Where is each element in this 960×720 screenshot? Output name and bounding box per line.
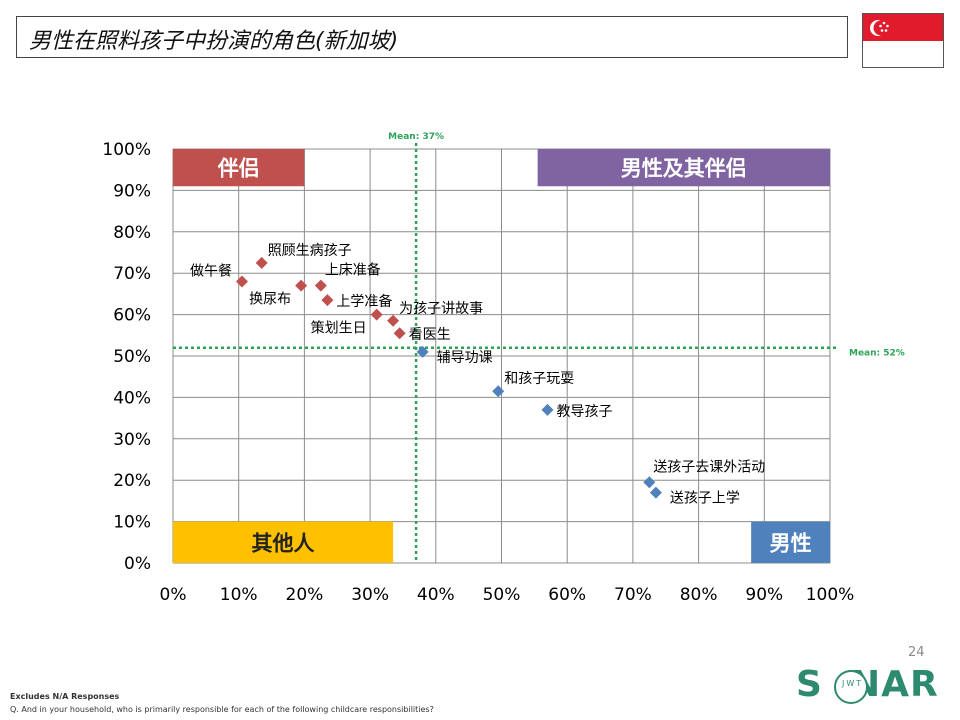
data-point-marker bbox=[649, 486, 662, 499]
quadrant-label: 男性及其伴侣 bbox=[621, 157, 747, 181]
y-tick-label: 60% bbox=[113, 306, 151, 326]
data-point-marker bbox=[321, 294, 334, 307]
x-tick-label: 90% bbox=[745, 585, 783, 605]
data-point-label: 为孩子讲故事 bbox=[399, 301, 483, 317]
data-point-label: 送孩子上学 bbox=[670, 491, 740, 507]
y-tick-label: 90% bbox=[113, 181, 151, 201]
data-point-marker bbox=[541, 403, 554, 416]
x-tick-label: 0% bbox=[160, 585, 187, 605]
x-tick-label: 60% bbox=[548, 585, 586, 605]
quadrant-label: 其他人 bbox=[252, 531, 315, 555]
data-point-label: 和孩子玩耍 bbox=[504, 371, 574, 387]
quadrant-label: 男性 bbox=[770, 531, 812, 555]
data-point-label: 换尿布 bbox=[249, 291, 291, 308]
x-tick-label: 70% bbox=[614, 585, 652, 605]
data-point-marker bbox=[492, 385, 505, 398]
y-tick-label: 80% bbox=[113, 223, 151, 243]
quadrant-box bbox=[537, 149, 830, 187]
data-point-label: 送孩子去课外活动 bbox=[653, 459, 765, 475]
crescent-stars-icon bbox=[870, 20, 889, 36]
page-title: 男性在照料孩子中扮演的角色(新加坡) bbox=[29, 29, 399, 54]
flag-white-band bbox=[863, 40, 943, 67]
singapore-flag bbox=[862, 13, 944, 68]
mean-x-label: Mean: 37% bbox=[388, 132, 444, 142]
data-point-label: 上学准备 bbox=[336, 293, 392, 310]
data-point-label: 上床准备 bbox=[325, 262, 381, 279]
x-tick-label: 40% bbox=[417, 585, 455, 605]
data-point-marker bbox=[416, 345, 429, 358]
footnote-question: Q. And in your household, who is primari… bbox=[10, 705, 434, 714]
data-point-marker bbox=[393, 327, 406, 340]
data-point-label: 辅导功课 bbox=[437, 350, 493, 366]
y-tick-label: 0% bbox=[124, 554, 151, 574]
y-tick-label: 40% bbox=[113, 388, 151, 408]
footnote-exclusion: Excludes N/A Responses bbox=[10, 692, 120, 701]
quadrant-box bbox=[173, 521, 394, 563]
data-point-label: 教导孩子 bbox=[556, 404, 612, 420]
quadrant-box bbox=[751, 521, 830, 563]
logo-sub: JWT bbox=[842, 679, 864, 688]
data-point-label: 照顾生病孩子 bbox=[268, 243, 352, 259]
data-point-label: 看医生 bbox=[409, 327, 451, 343]
data-point-marker bbox=[314, 279, 327, 292]
y-tick-label: 100% bbox=[102, 140, 151, 160]
y-tick-label: 70% bbox=[113, 264, 151, 284]
data-point-marker bbox=[255, 256, 268, 269]
data-point-marker bbox=[370, 308, 383, 321]
y-tick-label: 30% bbox=[113, 430, 151, 450]
data-point-marker bbox=[643, 476, 656, 489]
quadrant-label: 伴侣 bbox=[217, 157, 260, 181]
data-point-label: 做午餐 bbox=[190, 263, 232, 279]
sonar-logo: S NAR JWT bbox=[796, 664, 946, 708]
logo-ring-icon bbox=[834, 670, 868, 704]
data-point-marker bbox=[387, 314, 400, 327]
y-tick-label: 20% bbox=[113, 471, 151, 491]
x-tick-label: 50% bbox=[483, 585, 521, 605]
x-tick-label: 30% bbox=[351, 585, 389, 605]
y-tick-label: 10% bbox=[113, 513, 151, 533]
title-box: 男性在照料孩子中扮演的角色(新加坡) bbox=[16, 16, 848, 58]
x-tick-label: 20% bbox=[286, 585, 324, 605]
data-point-marker bbox=[235, 275, 248, 288]
page-number: 24 bbox=[908, 645, 925, 660]
data-point-label: 策划生日 bbox=[311, 320, 367, 337]
mean-y-label: Mean: 52% bbox=[849, 349, 905, 359]
data-point-marker bbox=[295, 279, 308, 292]
x-tick-label: 80% bbox=[680, 585, 718, 605]
y-tick-label: 50% bbox=[113, 347, 151, 367]
x-tick-label: 10% bbox=[220, 585, 258, 605]
quadrant-box bbox=[173, 149, 305, 187]
x-tick-label: 100% bbox=[806, 585, 855, 605]
